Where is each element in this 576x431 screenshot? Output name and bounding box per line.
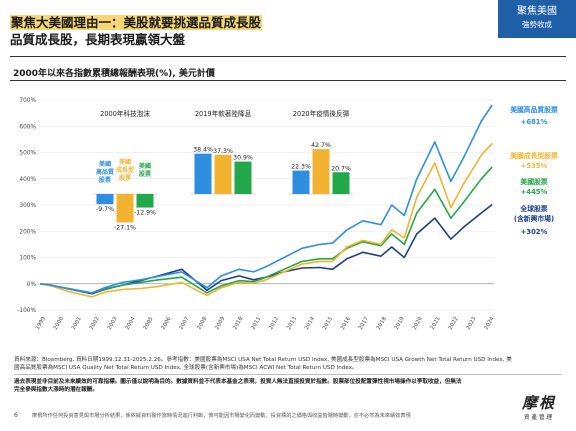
inset-bar-3-1 <box>312 149 330 194</box>
badge-subtitle: 強勢收成 <box>522 20 552 29</box>
warning-line-2: 完全參與指數大漲時的潛在報酬。 <box>14 387 98 393</box>
disclaimer-text: 摩根所作任何投資意見與市場分析結果，係依據資料製作當時情況進行判斷，惟可能因市場… <box>32 413 411 419</box>
source-line-2: 國高品質股票為MSCI USA Quality Net Total Return… <box>14 365 358 371</box>
page-title-line-2: 品質成長股，長期表現贏領大盤 <box>10 32 186 47</box>
y-tick-label: 300% <box>19 203 36 209</box>
x-tick-label: 2022 <box>448 316 460 331</box>
x-tick-label: 2002 <box>89 316 101 331</box>
series-name-label: 美國股票 <box>520 177 547 186</box>
series-name-label: 全球股票 <box>519 204 547 213</box>
inset-category-label: 高品質 <box>96 168 114 176</box>
x-tick-label: 2024 <box>484 316 496 331</box>
inset-category-label: 股票 <box>139 170 151 178</box>
logo-tagline: 資產管理 <box>523 415 554 421</box>
warning-line-1: 過去表現並非目前及未來績效的可靠指標。圖示僅以說明為目的。數據資料並不代表本基金… <box>14 379 462 385</box>
series-name-label: (含新興市場) <box>514 214 554 223</box>
subtitle-divider <box>10 80 566 81</box>
x-tick-label: 2008 <box>196 316 208 331</box>
x-tick-label: 2013 <box>286 316 298 331</box>
inset-category-label: 美國 <box>98 160 111 168</box>
x-tick-label: 2009 <box>214 316 226 331</box>
y-tick-label: 200% <box>19 229 36 235</box>
page-number: 6 <box>14 412 18 419</box>
x-tick-label: 2012 <box>268 316 280 331</box>
x-tick-label: 2000 <box>53 316 65 331</box>
logo-wordmark: 摩根 <box>521 394 556 412</box>
inset-bar-label: 38.4% <box>193 147 213 154</box>
inset-bar-2-2 <box>234 161 252 194</box>
y-tick-label: 400% <box>19 177 36 183</box>
inset-category-label: 股票 <box>119 174 131 182</box>
inset-bar-label: 22.3% <box>291 164 311 171</box>
x-tick-label: 1999 <box>35 316 47 331</box>
series-end-label: +302% <box>521 228 548 236</box>
inset-category-label: 美國 <box>118 158 131 166</box>
inset-chart-title: 2000年科技泡沫 <box>100 109 150 118</box>
inset-category-label: 股票 <box>99 176 111 184</box>
x-tick-label: 2015 <box>322 316 334 331</box>
inset-category-label: 美國 <box>138 162 151 170</box>
series-name-label: 美國高品質股票 <box>510 105 558 114</box>
inset-bar-label: -27.1% <box>114 224 136 231</box>
series-line-1 <box>39 142 493 298</box>
inset-category-label: 成長型 <box>116 166 134 174</box>
series-line-0 <box>39 104 493 294</box>
y-tick-label: 500% <box>19 151 36 157</box>
x-tick-label: 2021 <box>430 316 442 331</box>
x-tick-label: 2014 <box>304 316 316 331</box>
inset-bar-label: 37.3% <box>213 148 233 155</box>
inset-chart-title: 2020年疫情後反彈 <box>293 109 350 118</box>
x-tick-label: 2005 <box>143 316 155 331</box>
inset-bar-1-0 <box>96 194 114 205</box>
x-tick-label: 2001 <box>71 316 83 331</box>
company-logo: 摩根 資產管理 <box>522 392 556 421</box>
badge-title: 聚焦美國 <box>517 6 557 17</box>
y-tick-label: 0% <box>27 282 37 288</box>
x-tick-label: 2017 <box>358 316 370 331</box>
x-tick-label: 2003 <box>107 316 119 331</box>
inset-bar-3-0 <box>292 170 310 194</box>
series-name-label: 美國成長型股票 <box>510 151 558 160</box>
x-tick-label: 2011 <box>250 316 262 331</box>
title-divider <box>10 56 566 57</box>
x-tick-label: 2004 <box>125 316 137 331</box>
x-tick-label: 2007 <box>178 316 190 331</box>
inset-chart-title: 2019年軟著陸降息 <box>195 109 252 118</box>
series-end-label: +681% <box>521 118 548 126</box>
inset-bar-label: 30.9% <box>233 155 253 162</box>
theme-badge: 聚焦美國 強勢收成 <box>498 0 576 38</box>
inset-bar-2-0 <box>194 153 212 194</box>
inset-bar-label: -9.7% <box>96 206 114 213</box>
y-tick-label: 600% <box>19 124 36 130</box>
inset-bar-2-1 <box>214 154 232 194</box>
page-title-line-1: 聚焦大美國理由一：美股就要挑選品質成長股 <box>10 15 263 30</box>
series-end-label: +445% <box>521 188 548 196</box>
footer-divider <box>14 374 562 375</box>
x-tick-label: 2019 <box>394 316 406 331</box>
y-tick-label: 100% <box>19 256 36 262</box>
x-tick-label: 2010 <box>232 316 244 331</box>
inset-bar-1-2 <box>136 194 154 208</box>
y-tick-label: -100% <box>17 308 36 314</box>
inset-bar-1-1 <box>116 194 134 223</box>
series-end-label: +535% <box>521 162 548 170</box>
performance-chart: -100% 0% 100% 200% 300% 400% 500% 600% 700% 1999 2… <box>17 98 558 331</box>
x-tick-label: 2020 <box>412 316 424 331</box>
y-tick-label: 700% <box>19 98 36 104</box>
chart-subtitle: 2000年以來各指數累積總報酬表現(%), 美元計價 <box>13 69 215 79</box>
series-line-2 <box>39 166 493 294</box>
x-tick-label: 2023 <box>466 316 478 331</box>
x-tick-label: 2006 <box>161 316 173 331</box>
inset-bar-label: -12.9% <box>134 210 156 217</box>
inset-bar-label: 42.7% <box>311 142 331 149</box>
x-tick-label: 2016 <box>340 316 352 331</box>
source-line-1: 資料來源：Bloomberg, 資料日期1999.12.31-2025.2.26… <box>14 357 512 363</box>
inset-bar-label: 20.7% <box>331 165 351 172</box>
x-tick-label: 2018 <box>376 316 388 331</box>
inset-bar-3-2 <box>332 172 350 194</box>
